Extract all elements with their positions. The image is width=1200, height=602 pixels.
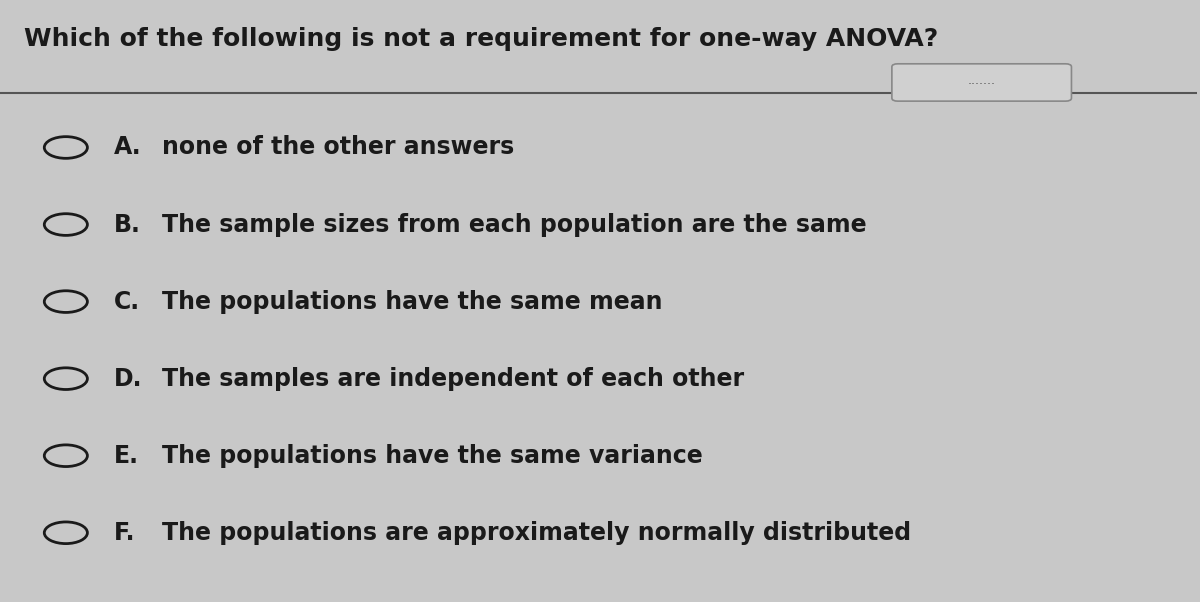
Text: A.: A. bbox=[114, 135, 142, 160]
Text: .......: ....... bbox=[967, 74, 996, 87]
Text: The populations are approximately normally distributed: The populations are approximately normal… bbox=[162, 521, 911, 545]
Text: D.: D. bbox=[114, 367, 143, 391]
Text: none of the other answers: none of the other answers bbox=[162, 135, 514, 160]
Text: C.: C. bbox=[114, 290, 140, 314]
Text: The samples are independent of each other: The samples are independent of each othe… bbox=[162, 367, 744, 391]
Text: B.: B. bbox=[114, 213, 140, 237]
Text: The sample sizes from each population are the same: The sample sizes from each population ar… bbox=[162, 213, 866, 237]
FancyBboxPatch shape bbox=[892, 64, 1072, 101]
Text: F.: F. bbox=[114, 521, 136, 545]
Text: The populations have the same mean: The populations have the same mean bbox=[162, 290, 662, 314]
Text: The populations have the same variance: The populations have the same variance bbox=[162, 444, 702, 468]
Text: Which of the following is not a requirement for one-way ANOVA?: Which of the following is not a requirem… bbox=[24, 27, 938, 51]
Text: E.: E. bbox=[114, 444, 139, 468]
